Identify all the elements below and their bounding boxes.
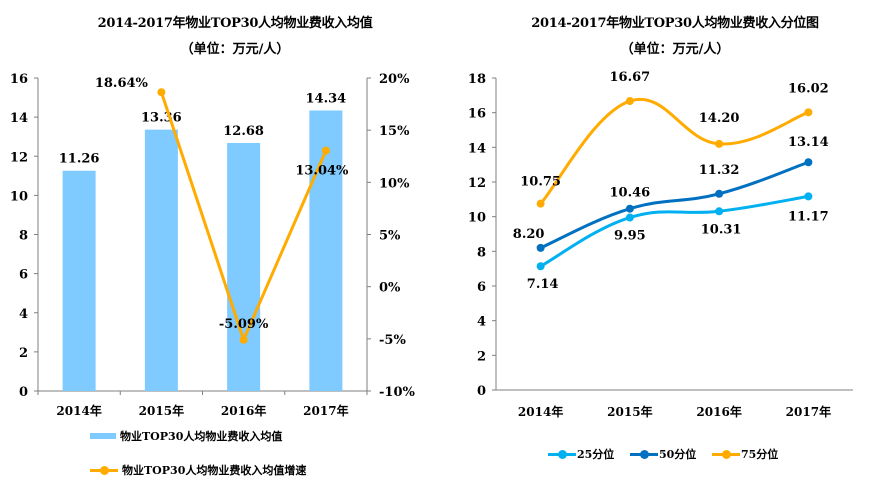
- legend-item-p25[interactable]: 25分位: [548, 446, 614, 462]
- left-chart-title: 2014-2017年物业TOP30人均物业费收入均值: [97, 16, 373, 31]
- series-point-p25: [804, 192, 813, 201]
- series-point-p50: [715, 189, 724, 198]
- y-tick-label: 2: [477, 349, 486, 364]
- x-tick-label: 2016年: [696, 404, 741, 419]
- x-tick-label: 2016年: [221, 403, 266, 418]
- series-value-label-p75: 10.75: [520, 175, 561, 190]
- x-tick-label: 2014年: [56, 403, 101, 418]
- y-tick-label: 0: [19, 385, 28, 400]
- bar: [144, 129, 178, 391]
- legend-item-p75[interactable]: 75分位: [712, 446, 778, 462]
- legend-item-bar[interactable]: 物业TOP30人均物业费收入均值: [90, 428, 282, 444]
- series-point-p25: [625, 213, 634, 222]
- x-tick-label: 2017年: [303, 403, 348, 418]
- series-value-label-p50: 13.14: [788, 135, 829, 150]
- series-value-label-p75: 14.20: [699, 111, 740, 126]
- series-value-label-p25: 7.14: [527, 277, 559, 292]
- growth-point: [321, 146, 330, 155]
- y-tick-label: 10: [468, 211, 486, 226]
- y-tick-label: 6: [19, 268, 28, 283]
- bar: [309, 110, 343, 391]
- series-value-label-p50: 8.20: [513, 227, 545, 242]
- legend-swatch-growth: [90, 465, 118, 475]
- y-tick-label: 16: [468, 107, 486, 122]
- y2-tick-label: 0%: [379, 281, 401, 296]
- series-value-label-p25: 11.17: [788, 209, 829, 224]
- right-chart-title: 2014-2017年物业TOP30人均物业费收入分位图: [531, 16, 819, 31]
- series-line-p50: [540, 160, 809, 250]
- x-tick-label: 2017年: [786, 404, 831, 419]
- bar-value-label: 11.26: [59, 152, 100, 167]
- right-chart-subtitle: （单位：万元/人）: [620, 42, 730, 57]
- series-point-p50: [536, 243, 545, 252]
- y-tick-label: 14: [10, 111, 28, 126]
- growth-point: [239, 335, 248, 344]
- x-tick-label: 2014年: [518, 404, 563, 419]
- series-point-p75: [804, 108, 813, 117]
- legend-item-p50[interactable]: 50分位: [630, 446, 696, 462]
- legend-swatch-p50: [630, 449, 658, 459]
- legend-label: 物业TOP30人均物业费收入均值: [120, 430, 283, 443]
- legend-swatch-p25: [548, 449, 576, 459]
- series-value-label-p50: 11.32: [699, 163, 740, 178]
- series-value-label-p25: 10.31: [701, 222, 742, 237]
- series-value-label-p75: 16.67: [610, 70, 651, 85]
- series-value-label-p50: 10.46: [610, 186, 651, 201]
- y-tick-label: 10: [10, 189, 28, 204]
- y2-tick-label: -5%: [379, 333, 406, 348]
- y-tick-label: 12: [468, 176, 486, 191]
- y2-tick-label: 10%: [379, 176, 410, 191]
- y-tick-label: 0: [477, 384, 486, 399]
- growth-value-label: 13.04%: [295, 164, 349, 179]
- bar-value-label: 12.68: [223, 124, 264, 139]
- y-tick-label: 8: [477, 245, 486, 260]
- y-tick-label: 6: [477, 280, 486, 295]
- growth-value-label: -5.09%: [219, 317, 269, 332]
- y-tick-label: 2: [19, 346, 28, 361]
- y2-tick-label: 20%: [379, 72, 410, 87]
- legend-label: 25分位: [577, 448, 615, 461]
- y-tick-label: 14: [468, 141, 486, 156]
- legend-item-growth[interactable]: 物业TOP30人均物业费收入均值增速: [90, 462, 306, 478]
- y-tick-label: 18: [468, 72, 486, 87]
- y-tick-label: 4: [19, 307, 28, 322]
- growth-value-label: 18.64%: [95, 76, 149, 91]
- series-point-p25: [715, 207, 724, 216]
- y-tick-label: 4: [477, 315, 486, 330]
- y-tick-label: 12: [10, 150, 28, 165]
- series-point-p25: [536, 262, 545, 271]
- left-chart-subtitle: （单位：万元/人）: [180, 42, 290, 57]
- series-line-p75: [539, 97, 809, 205]
- series-point-p75: [625, 97, 634, 106]
- series-line-p25: [539, 194, 809, 268]
- legend-label: 物业TOP30人均物业费收入均值增速: [122, 464, 307, 477]
- series-value-label-p25: 9.95: [614, 229, 646, 244]
- series-point-p75: [536, 199, 545, 208]
- y2-tick-label: -10%: [379, 385, 415, 400]
- legend-label: 75分位: [741, 448, 779, 461]
- bar: [227, 142, 261, 391]
- y-tick-label: 8: [19, 229, 28, 244]
- bar-value-label: 14.34: [306, 91, 347, 106]
- legend-swatch-p75: [712, 449, 740, 459]
- series-value-label-p75: 16.02: [788, 81, 829, 96]
- x-tick-label: 2015年: [139, 403, 184, 418]
- series-point-p50: [804, 158, 813, 167]
- series-point-p75: [715, 139, 724, 148]
- series-point-p50: [625, 204, 634, 213]
- y2-tick-label: 15%: [379, 124, 410, 139]
- left-chart: 0 2 4 6 8 10 12 14 16 -10% -5% 0% 5% 10% 15% 20% 2014年 20…: [10, 72, 416, 418]
- legend-swatch-bar: [90, 433, 116, 439]
- legend-label: 50分位: [659, 448, 697, 461]
- growth-point: [157, 88, 166, 97]
- x-tick-label: 2015年: [607, 404, 652, 419]
- bar: [62, 170, 96, 391]
- y2-tick-label: 5%: [379, 229, 401, 244]
- y-tick-label: 16: [10, 72, 28, 87]
